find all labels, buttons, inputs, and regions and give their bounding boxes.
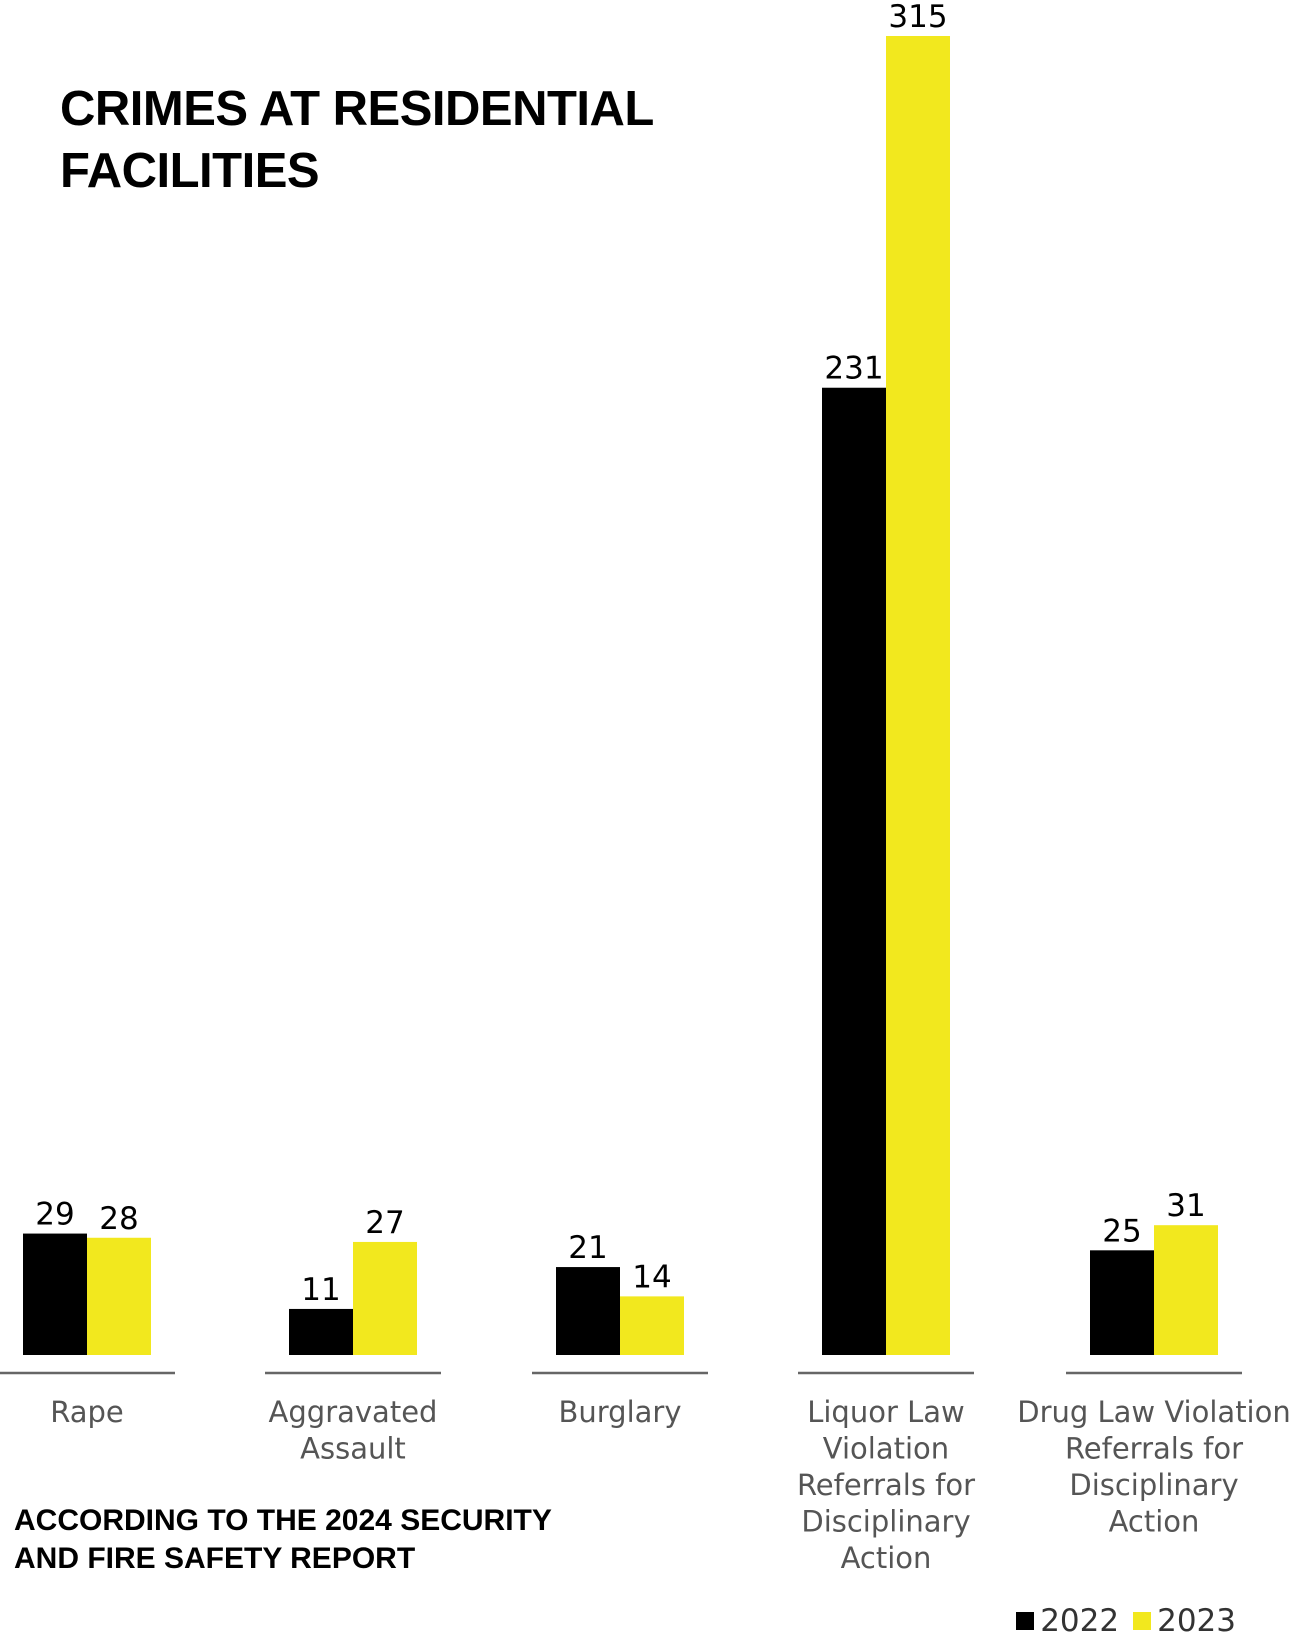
bar-2023-2 bbox=[353, 1241, 417, 1355]
source-note-line-1: ACCORDING TO THE 2024 SECURITY bbox=[14, 1504, 552, 1537]
data-label-2023-5: 31 bbox=[1166, 1188, 1205, 1224]
chart-title: CRIMES AT RESIDENTIAL FACILITIES bbox=[60, 78, 700, 202]
category-label-4-line-3: Referrals for bbox=[797, 1468, 975, 1502]
data-label-2022-2: 11 bbox=[301, 1272, 340, 1308]
legend-label-2023: 2023 bbox=[1157, 1603, 1236, 1639]
category-label-5-line-1: Drug Law Violation bbox=[1017, 1395, 1291, 1429]
legend-item-2023: 2023 bbox=[1133, 1603, 1236, 1639]
category-label-5-line-2: Referrals for bbox=[1065, 1432, 1243, 1466]
category-label-2-line-1: Aggravated bbox=[269, 1395, 438, 1429]
chart-legend: 2022 2023 bbox=[1002, 1603, 1236, 1639]
bar-2022-5 bbox=[1090, 1250, 1154, 1355]
category-label-3-line-1: Burglary bbox=[558, 1395, 681, 1429]
data-label-2022-5: 25 bbox=[1102, 1213, 1141, 1249]
category-label-5-line-4: Action bbox=[1109, 1505, 1200, 1539]
category-label-4-line-2: Violation bbox=[823, 1432, 949, 1466]
bar-2022-4 bbox=[822, 387, 886, 1355]
data-label-2023-2: 27 bbox=[365, 1205, 404, 1241]
legend-swatch-2022 bbox=[1016, 1612, 1035, 1630]
data-label-2022-1: 29 bbox=[35, 1197, 74, 1233]
legend-swatch-2023 bbox=[1133, 1612, 1152, 1630]
bar-2023-3 bbox=[620, 1296, 684, 1355]
chart-title-line-1: CRIMES AT RESIDENTIAL bbox=[60, 82, 654, 136]
data-label-2022-4: 231 bbox=[824, 351, 883, 387]
data-label-2023-3: 14 bbox=[632, 1259, 671, 1295]
category-label-5-line-3: Disciplinary bbox=[1069, 1468, 1238, 1502]
data-label-2023-1: 28 bbox=[99, 1201, 138, 1237]
category-label-1-line-1: Rape bbox=[50, 1395, 124, 1429]
category-label-4-line-5: Action bbox=[841, 1541, 932, 1575]
category-label-2-line-2: Assault bbox=[300, 1432, 406, 1466]
chart-title-line-2: FACILITIES bbox=[60, 144, 320, 198]
category-label-4-line-4: Disciplinary bbox=[801, 1505, 970, 1539]
bar-2023-4 bbox=[886, 36, 950, 1355]
bar-2022-2 bbox=[289, 1308, 353, 1355]
bar-2023-1 bbox=[87, 1237, 151, 1355]
category-label-4-line-1: Liquor Law bbox=[807, 1395, 965, 1429]
bar-2022-3 bbox=[556, 1267, 620, 1355]
source-note-line-2: AND FIRE SAFETY REPORT bbox=[14, 1542, 416, 1575]
data-label-2023-4: 315 bbox=[888, 0, 947, 35]
chart-source-note: ACCORDING TO THE 2024 SECURITY AND FIRE … bbox=[14, 1502, 614, 1578]
data-label-2022-3: 21 bbox=[568, 1230, 607, 1266]
legend-label-2022: 2022 bbox=[1040, 1603, 1120, 1639]
legend-item-2022: 2022 bbox=[1016, 1603, 1119, 1639]
bar-2023-5 bbox=[1154, 1225, 1218, 1355]
bar-2022-1 bbox=[23, 1233, 87, 1355]
